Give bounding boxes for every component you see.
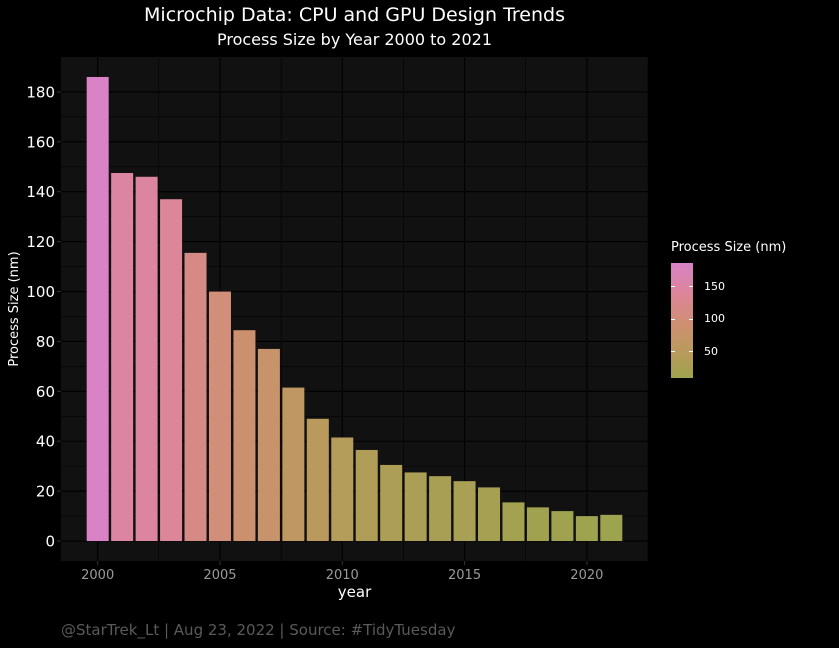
bar-2011 [355,449,378,542]
bar-2012 [380,464,403,542]
y-tick-label: 20 [36,483,55,501]
y-axis-label: Process Size (nm) [7,251,22,366]
x-tick-label: 2005 [203,568,236,583]
legend-tick-label: 50 [704,344,718,358]
y-tick-label: 140 [26,183,55,201]
bar-2008 [282,387,305,542]
x-tick-label: 2020 [570,568,603,583]
bar-2010 [331,437,354,542]
legend-tick-label: 100 [704,312,725,326]
y-tick-label: 60 [36,383,55,401]
x-axis: 2000 2005 2010 2015 2020 [81,561,603,583]
bar-2000 [86,76,109,542]
bar-2015 [453,481,476,542]
bar-2004 [184,252,207,542]
legend-title: Process Size (nm) [671,240,787,255]
bar-2016 [478,487,501,542]
bar-2002 [135,176,158,542]
legend-gradient-bar [671,263,693,378]
bars [86,76,623,542]
bar-2009 [306,418,329,542]
bar-2001 [111,173,134,542]
bar-2018 [526,507,549,542]
chart-title: Microchip Data: CPU and GPU Design Trend… [144,4,565,26]
caption: @StarTrek_Lt | Aug 23, 2022 | Source: #T… [61,621,456,639]
bar-2005 [208,291,231,542]
y-tick-label: 120 [26,233,55,251]
bar-2019 [551,511,574,542]
y-tick-label: 100 [26,283,55,301]
bar-2006 [233,330,256,542]
bar-2003 [160,199,183,542]
bar-2021 [600,514,623,542]
bar-2017 [502,502,525,542]
bar-2007 [257,348,280,542]
x-tick-label: 2015 [448,568,481,583]
y-tick-label: 0 [45,533,55,551]
bar-2014 [429,476,452,542]
legend-tick-label: 150 [704,279,725,293]
x-tick-label: 2000 [81,568,114,583]
y-tick-label: 180 [26,83,55,101]
y-tick-label: 80 [36,333,55,351]
x-tick-label: 2010 [326,568,359,583]
x-axis-label: year [338,583,372,601]
y-tick-label: 160 [26,133,55,151]
bar-2013 [404,472,427,542]
bar-2020 [575,516,598,542]
chart-subtitle: Process Size by Year 2000 to 2021 [216,30,493,49]
y-tick-label: 40 [36,433,55,451]
y-axis: 0 20 40 60 80 100 120 140 160 180 [26,83,61,551]
